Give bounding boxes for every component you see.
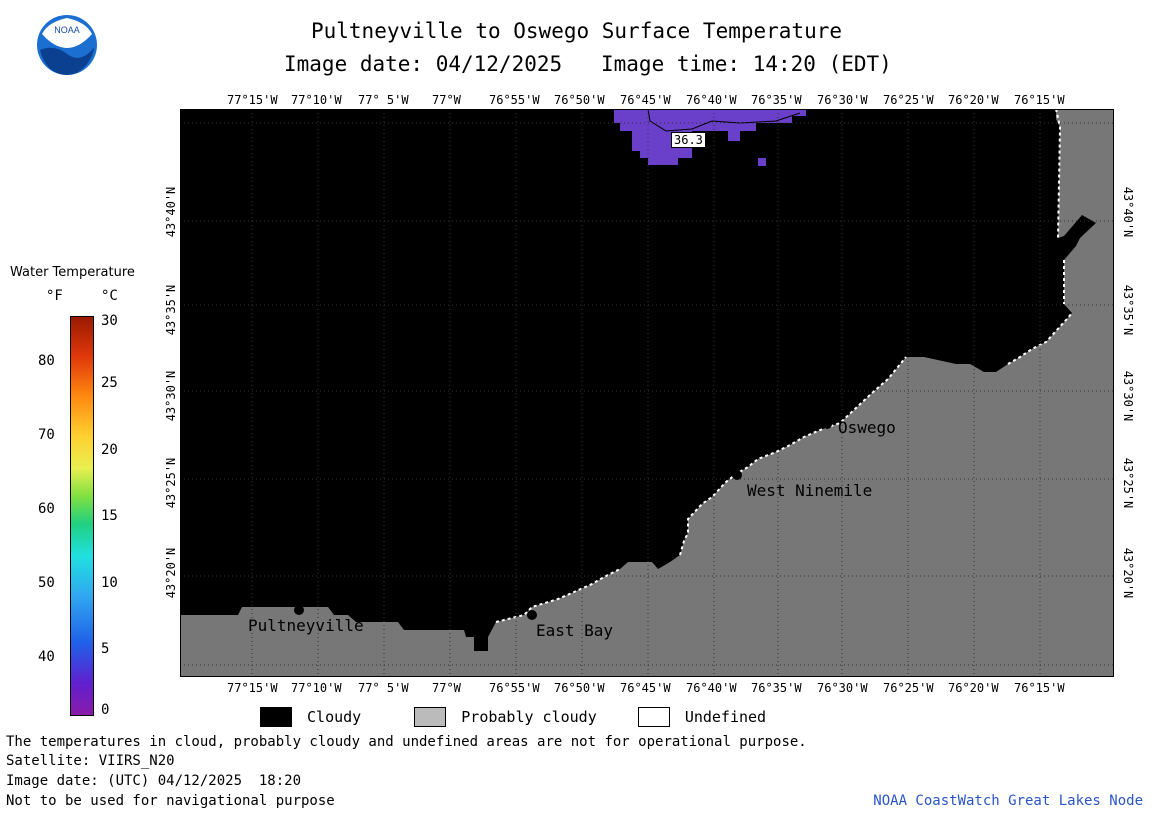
navigation-warning: Not to be used for navigational purpose: [6, 793, 335, 809]
c-tick: 0: [101, 702, 110, 718]
lat-label: 43°30'N: [1121, 370, 1135, 422]
credit-link[interactable]: NOAA CoastWatch Great Lakes Node: [873, 793, 1143, 809]
f-tick: 50: [38, 575, 55, 591]
place-label-pultneyville: Pultneyville: [248, 616, 364, 635]
lon-label: 76°25'W: [883, 93, 934, 107]
cold-water-patch: [614, 109, 806, 165]
lon-label: 77° 5'W: [358, 93, 409, 107]
lat-label: 43°35'N: [164, 284, 178, 336]
lon-label: 76°35'W: [751, 93, 802, 107]
c-tick: 10: [101, 575, 118, 591]
lon-label: 77° 5'W: [358, 681, 409, 695]
disclaimer-text: The temperatures in cloud, probably clou…: [6, 734, 807, 750]
colorbar-unit-f: °F: [46, 288, 63, 304]
lon-label: 77°W: [432, 93, 461, 107]
lat-label: 43°40'N: [1121, 186, 1135, 238]
pultneyville-marker: [294, 605, 304, 615]
lon-label: 76°45'W: [620, 93, 671, 107]
lon-label: 76°55'W: [489, 93, 540, 107]
lon-label: 76°20'W: [948, 681, 999, 695]
noaa-logo: NOAA: [36, 14, 98, 76]
lon-label: 76°15'W: [1014, 681, 1065, 695]
place-label-west-ninemile: West Ninemile: [747, 481, 873, 500]
lon-label: 76°50'W: [554, 681, 605, 695]
lon-label: 76°40'W: [686, 93, 737, 107]
lon-label: 76°50'W: [554, 93, 605, 107]
lat-label: 43°20'N: [1121, 547, 1135, 599]
c-tick: 30: [101, 313, 118, 329]
lon-label: 77°10'W: [291, 681, 342, 695]
colorbar: [70, 316, 94, 716]
f-tick: 80: [38, 353, 55, 369]
oswego-marker: [822, 419, 832, 429]
satellite-text: Satellite: VIIRS_N20: [6, 753, 175, 769]
lon-label: 77°10'W: [291, 93, 342, 107]
c-tick: 20: [101, 442, 118, 458]
lat-label: 43°30'N: [164, 370, 178, 422]
utc-date-text: Image date: (UTC) 04/12/2025 18:20: [6, 773, 302, 789]
lon-label: 77°15'W: [227, 681, 278, 695]
lon-label: 76°20'W: [948, 93, 999, 107]
colorbar-unit-c: °C: [101, 288, 118, 304]
f-tick: 70: [38, 427, 55, 443]
contour-label: 36.3: [671, 132, 706, 148]
lon-label: 77°15'W: [227, 93, 278, 107]
legend-undefined: Undefined: [637, 707, 766, 727]
lon-label: 76°45'W: [620, 681, 671, 695]
lat-label: 43°20'N: [164, 547, 178, 599]
coast-edge: [495, 108, 1073, 623]
c-tick: 5: [101, 641, 110, 657]
map-panel: [180, 108, 1114, 677]
colorbar-title: Water Temperature: [10, 265, 135, 280]
lon-label: 76°40'W: [686, 681, 737, 695]
c-tick: 25: [101, 375, 118, 391]
lon-label: 76°30'W: [817, 93, 868, 107]
legend-probably-cloudy: Probably cloudy: [414, 707, 638, 727]
c-tick: 15: [101, 508, 118, 524]
lat-label: 43°35'N: [1121, 284, 1135, 336]
place-label-east-bay: East Bay: [536, 621, 614, 640]
lat-label: 43°25'N: [1121, 457, 1135, 509]
place-label-oswego: Oswego: [838, 418, 896, 437]
page-title: Pultneyville to Oswego Surface Temperatu…: [310, 19, 842, 43]
east-bay-marker: [527, 610, 537, 620]
logo-text: NOAA: [54, 25, 80, 35]
image-date: Image date: 04/12/2025: [284, 52, 563, 76]
f-tick: 60: [38, 501, 55, 517]
lon-label: 76°55'W: [489, 681, 540, 695]
west-ninemile-marker: [732, 470, 742, 480]
lon-label: 76°25'W: [883, 681, 934, 695]
lat-label: 43°40'N: [164, 186, 178, 238]
land-area: [180, 109, 1114, 677]
lon-label: 76°35'W: [751, 681, 802, 695]
f-tick: 40: [38, 649, 55, 665]
legend: Cloudy Probably cloudy Undefined: [260, 707, 766, 727]
image-time: Image time: 14:20 (EDT): [601, 52, 892, 76]
lon-label: 76°15'W: [1014, 93, 1065, 107]
lat-label: 43°25'N: [164, 457, 178, 509]
legend-cloudy: Cloudy: [260, 707, 414, 727]
lon-label: 76°30'W: [817, 681, 868, 695]
lon-label: 77°W: [432, 681, 461, 695]
